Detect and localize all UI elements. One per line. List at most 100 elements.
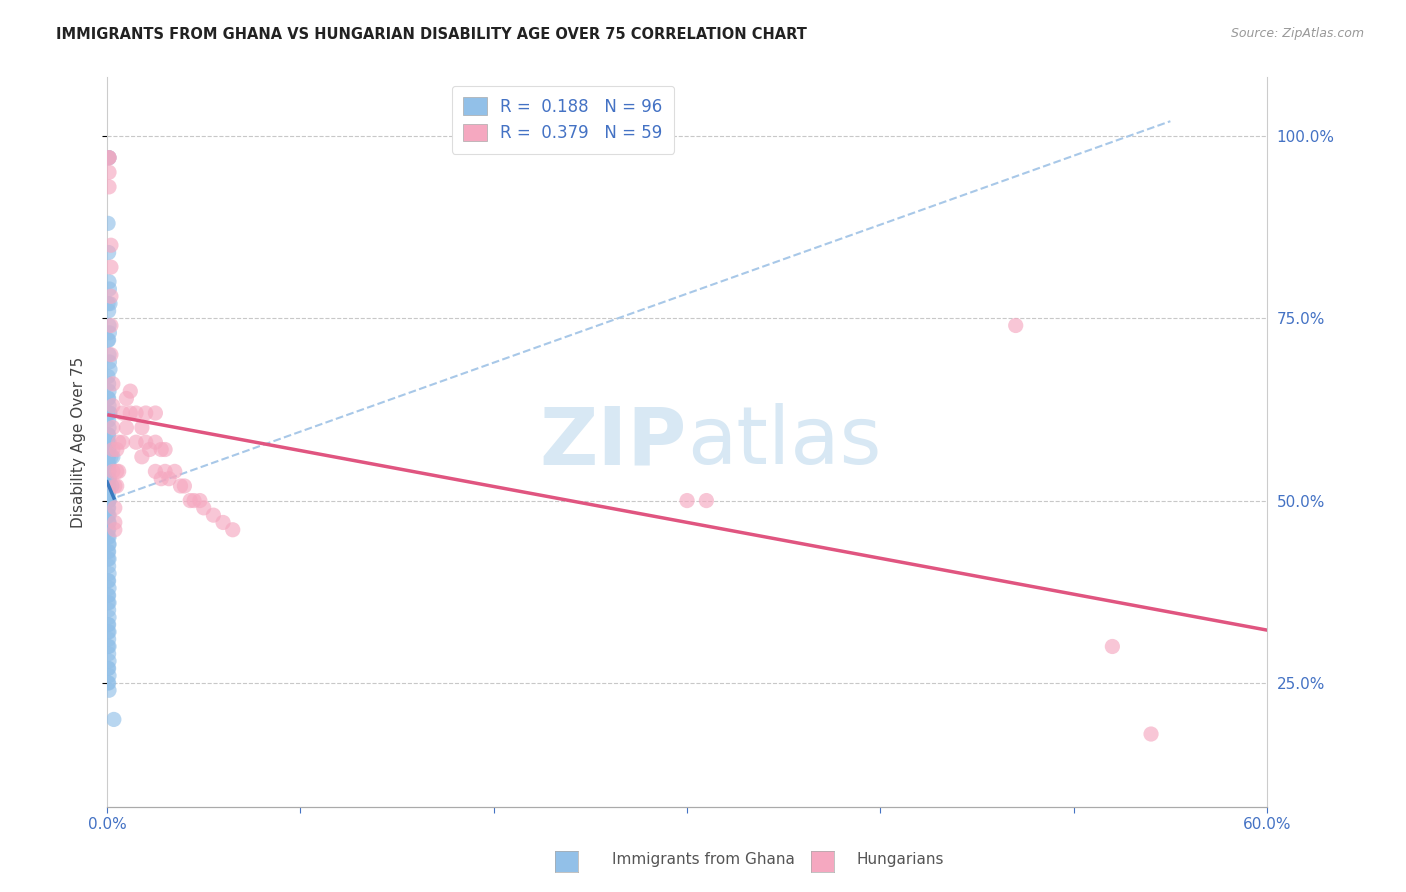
Point bbox=[1140, 727, 1163, 741]
Point bbox=[107, 435, 129, 450]
Point bbox=[97, 500, 120, 515]
Point bbox=[97, 486, 120, 500]
Point bbox=[145, 464, 167, 478]
Point bbox=[100, 260, 122, 274]
Point bbox=[97, 537, 120, 551]
Point bbox=[150, 442, 173, 457]
Point bbox=[97, 661, 120, 675]
Point bbox=[97, 523, 120, 537]
Point bbox=[135, 406, 157, 420]
Point bbox=[104, 516, 127, 530]
Point bbox=[97, 450, 120, 464]
Point bbox=[97, 457, 120, 471]
Point bbox=[97, 296, 120, 310]
Point bbox=[125, 406, 148, 420]
Point bbox=[97, 500, 120, 515]
Point bbox=[120, 406, 142, 420]
Point bbox=[98, 508, 121, 523]
Point bbox=[97, 632, 120, 647]
Point bbox=[98, 479, 121, 493]
Point bbox=[98, 151, 121, 165]
Point bbox=[98, 493, 121, 508]
Point bbox=[188, 493, 211, 508]
Point bbox=[1004, 318, 1026, 333]
Point bbox=[101, 450, 124, 464]
Point bbox=[97, 428, 120, 442]
Text: Immigrants from Ghana: Immigrants from Ghana bbox=[612, 852, 794, 867]
Point bbox=[145, 406, 167, 420]
Point bbox=[97, 369, 120, 384]
Point bbox=[98, 530, 121, 544]
Point bbox=[97, 596, 120, 610]
Point bbox=[97, 530, 120, 544]
Point bbox=[98, 406, 121, 420]
Point bbox=[150, 472, 173, 486]
Point bbox=[202, 508, 225, 523]
Point bbox=[98, 435, 121, 450]
Point bbox=[100, 238, 122, 252]
Point bbox=[98, 457, 121, 471]
Point bbox=[97, 392, 120, 406]
Point bbox=[97, 151, 120, 165]
Point bbox=[97, 493, 120, 508]
Point bbox=[97, 464, 120, 478]
Point bbox=[98, 442, 121, 457]
Point bbox=[97, 442, 120, 457]
Point bbox=[97, 486, 120, 500]
Point bbox=[101, 464, 124, 478]
Point bbox=[101, 399, 124, 413]
Point bbox=[98, 362, 121, 376]
Point bbox=[131, 450, 153, 464]
Point bbox=[98, 318, 121, 333]
Point bbox=[98, 596, 121, 610]
Point bbox=[97, 589, 120, 603]
Point bbox=[120, 384, 142, 399]
Point bbox=[98, 624, 121, 639]
Point bbox=[97, 333, 120, 347]
Point bbox=[97, 559, 120, 574]
Point bbox=[101, 376, 124, 391]
Point bbox=[98, 552, 121, 566]
Point bbox=[98, 151, 121, 165]
Point bbox=[105, 479, 128, 493]
Point bbox=[98, 581, 121, 595]
Point bbox=[163, 464, 186, 478]
Point bbox=[97, 376, 120, 391]
Point bbox=[98, 406, 121, 420]
Point bbox=[98, 683, 121, 698]
Text: atlas: atlas bbox=[688, 403, 882, 481]
Point bbox=[212, 516, 235, 530]
Point bbox=[97, 508, 120, 523]
Point bbox=[107, 464, 129, 478]
Point bbox=[98, 668, 121, 682]
Point bbox=[97, 406, 120, 420]
Point bbox=[97, 589, 120, 603]
Point bbox=[104, 500, 127, 515]
Point bbox=[101, 479, 124, 493]
Point bbox=[193, 500, 215, 515]
Point bbox=[97, 392, 120, 406]
Point bbox=[98, 493, 121, 508]
Point bbox=[98, 179, 121, 194]
Point bbox=[97, 333, 120, 347]
Point bbox=[97, 304, 120, 318]
Point bbox=[98, 472, 121, 486]
Point bbox=[97, 216, 120, 230]
Point bbox=[97, 516, 120, 530]
Point bbox=[98, 516, 121, 530]
Point bbox=[98, 348, 121, 362]
Point bbox=[98, 275, 121, 289]
Point bbox=[97, 603, 120, 617]
Point bbox=[97, 493, 120, 508]
Point bbox=[97, 647, 120, 661]
Point bbox=[98, 537, 121, 551]
Point bbox=[97, 624, 120, 639]
Point bbox=[179, 493, 201, 508]
Point bbox=[97, 676, 120, 690]
Point bbox=[169, 479, 191, 493]
Point bbox=[138, 442, 160, 457]
Text: ZIP: ZIP bbox=[540, 403, 688, 481]
Point bbox=[97, 640, 120, 654]
Point bbox=[222, 523, 245, 537]
Point bbox=[97, 472, 120, 486]
